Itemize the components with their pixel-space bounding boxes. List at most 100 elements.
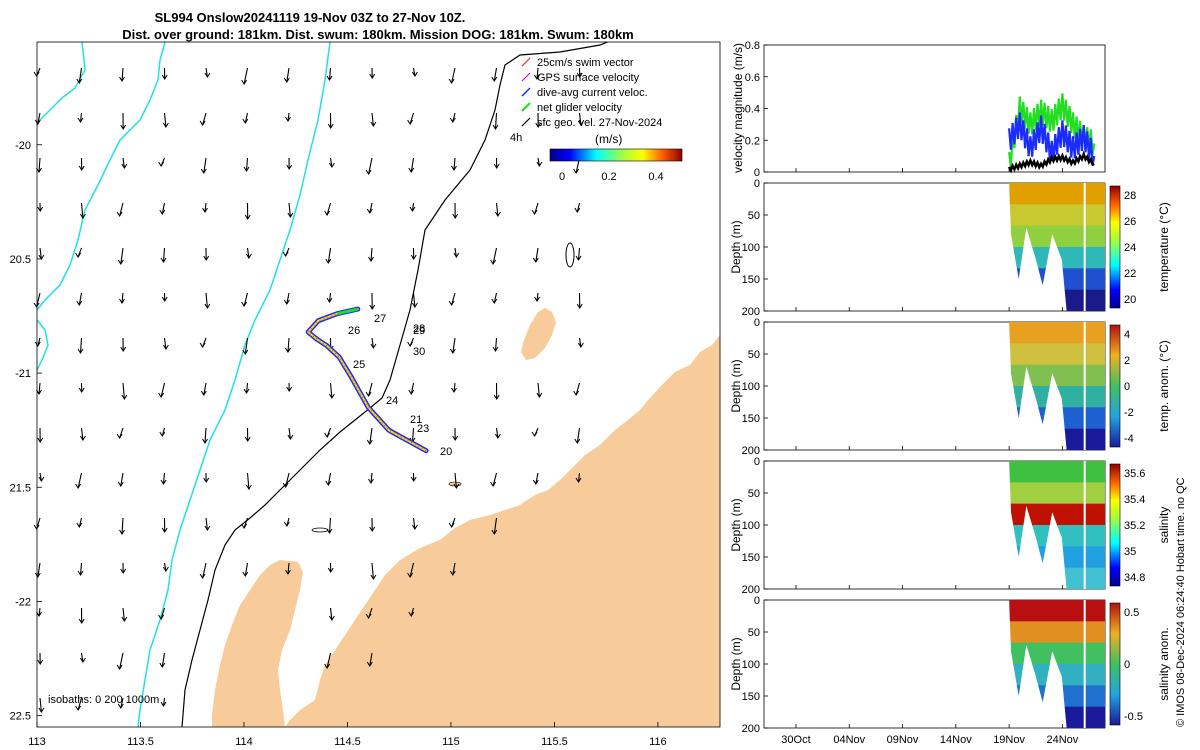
- map-x-ticks: 113 113.5 114 114.5 115 115.5 116: [28, 722, 667, 748]
- velocity-arrow: [38, 382, 41, 395]
- velocity-arrowhead: [534, 296, 540, 302]
- velocity-arrow: [202, 562, 207, 579]
- day-label-30: 30: [413, 346, 425, 358]
- map-x-tick-label: 114: [235, 736, 253, 748]
- velocity-arrowhead: [328, 615, 335, 621]
- velocity-arrow: [78, 67, 83, 84]
- velocity-arrow: [80, 202, 84, 219]
- velocity-arrow: [370, 247, 373, 262]
- velocity-arrow: [537, 157, 540, 167]
- velocity-arrow: [288, 202, 291, 218]
- velocity-arrow: [536, 292, 539, 302]
- velocity-series-dive-avg: [1008, 112, 1096, 166]
- velocity-arrowhead: [203, 255, 210, 261]
- velocity-arrowhead: [531, 209, 538, 215]
- velocity-arrow: [329, 607, 333, 621]
- section-ylabel: Depth (m): [729, 637, 743, 690]
- colorbar-tick-0: 0: [559, 171, 565, 183]
- velocity-arrowhead: [411, 71, 418, 77]
- velocity-arrowhead: [536, 161, 543, 167]
- velocity-arrowhead: [287, 212, 294, 218]
- velocity-arrow: [79, 112, 83, 123]
- section-band: [1009, 322, 1105, 345]
- velocity-arrowhead: [119, 529, 125, 535]
- velocity-arrowhead: [452, 435, 459, 441]
- velocity-arrow: [244, 112, 249, 124]
- velocity-arrow: [409, 562, 415, 578]
- velocity-arrow: [161, 202, 166, 215]
- velocity-arrow: [492, 472, 498, 487]
- legend-marker-gps: [521, 72, 531, 82]
- velocity-arrowhead: [78, 387, 85, 393]
- section-y-tick-label: 0: [754, 317, 760, 329]
- velocity-arrow: [452, 562, 456, 576]
- velocity-arrowhead: [77, 348, 84, 354]
- velocity-arrow: [119, 652, 124, 670]
- velocity-y-tick-label: 0: [754, 167, 760, 179]
- chart-title: SL994 Onslow20241119 19-Nov 03Z to 27-No…: [155, 10, 466, 25]
- velocity-arrowhead: [79, 213, 86, 219]
- section-gap: [1083, 600, 1086, 728]
- section-colorbar-tick: 24: [1124, 242, 1136, 254]
- map-x-tick-label: 114.5: [334, 736, 361, 748]
- section-band: [1009, 183, 1105, 206]
- section-temperature: 0 50 100 150 200 Depth (m) 28 26 24 22 20 temperatu…: [729, 178, 1171, 318]
- section-y-tick-label: 0: [754, 595, 760, 607]
- velocity-arrow: [122, 157, 125, 169]
- section-y-tick-label: 200: [742, 445, 760, 457]
- velocity-arrow: [120, 247, 124, 265]
- day-labels: 20 21 22 22 23 24 25 26 27 28 29 30 4h: [348, 132, 522, 458]
- velocity-arrow: [410, 382, 415, 395]
- velocity-arrowhead: [200, 390, 207, 396]
- section-y-tick-label: 200: [742, 584, 760, 596]
- isobath-1000m: [37, 42, 331, 727]
- track-net-velocity: [336, 307, 359, 316]
- velocity-arrowhead: [242, 571, 249, 577]
- section-gap: [1083, 183, 1086, 311]
- velocity-arrowhead: [75, 483, 82, 489]
- velocity-arrowhead: [453, 252, 460, 258]
- velocity-arrowhead: [408, 167, 415, 173]
- velocity-arrowhead: [286, 386, 293, 392]
- day-label-23: 23: [417, 423, 429, 435]
- legend-label-net: net glider velocity: [537, 102, 622, 114]
- velocity-arrowhead: [408, 611, 415, 617]
- velocity-arrowhead: [76, 78, 83, 84]
- velocity-arrow: [575, 382, 581, 396]
- velocity-arrow: [493, 292, 498, 304]
- velocity-arrow: [329, 382, 333, 399]
- velocity-arrowhead: [490, 259, 497, 265]
- velocity-arrowhead: [285, 116, 291, 122]
- velocity-arrowhead: [79, 435, 86, 441]
- velocity-arrowhead: [282, 251, 289, 257]
- velocity-arrow: [371, 562, 374, 580]
- velocity-arrowhead: [158, 392, 165, 398]
- velocity-arrowhead: [116, 211, 123, 217]
- velocity-arrowhead: [366, 439, 373, 445]
- land-mainland: [285, 335, 720, 727]
- velocity-arrowhead: [449, 117, 456, 123]
- velocity-arrow: [494, 337, 498, 352]
- section-colorbar-tick: 28: [1124, 190, 1136, 202]
- velocity-arrow: [163, 337, 167, 350]
- velocity-arrowhead: [199, 120, 206, 126]
- section-colorbar-tick: 2: [1124, 355, 1130, 367]
- legend-label-gps: GPS surface velocity: [537, 72, 640, 84]
- velocity-arrowhead: [452, 213, 459, 219]
- isobath-label: isobaths: 0 200 1000m: [48, 694, 159, 706]
- velocity-arrow: [328, 292, 332, 303]
- velocity-arrow: [163, 112, 167, 128]
- velocity-arrowhead: [241, 79, 248, 85]
- velocity-arrowhead: [407, 572, 414, 578]
- velocity-arrowhead: [160, 701, 167, 707]
- velocity-arrowhead: [77, 117, 84, 123]
- section-ylabel: Depth (m): [729, 359, 743, 412]
- legend-gps-velocity: GPS surface velocity: [521, 72, 640, 84]
- velocity-arrowhead: [494, 211, 501, 217]
- velocity-arrowhead: [411, 524, 418, 530]
- velocity-arrow: [204, 202, 207, 213]
- velocity-arrowhead: [204, 72, 211, 78]
- velocity-arrowhead: [492, 346, 499, 352]
- velocity-arrowhead: [38, 707, 45, 713]
- map-y-tick-label: -21: [15, 368, 31, 380]
